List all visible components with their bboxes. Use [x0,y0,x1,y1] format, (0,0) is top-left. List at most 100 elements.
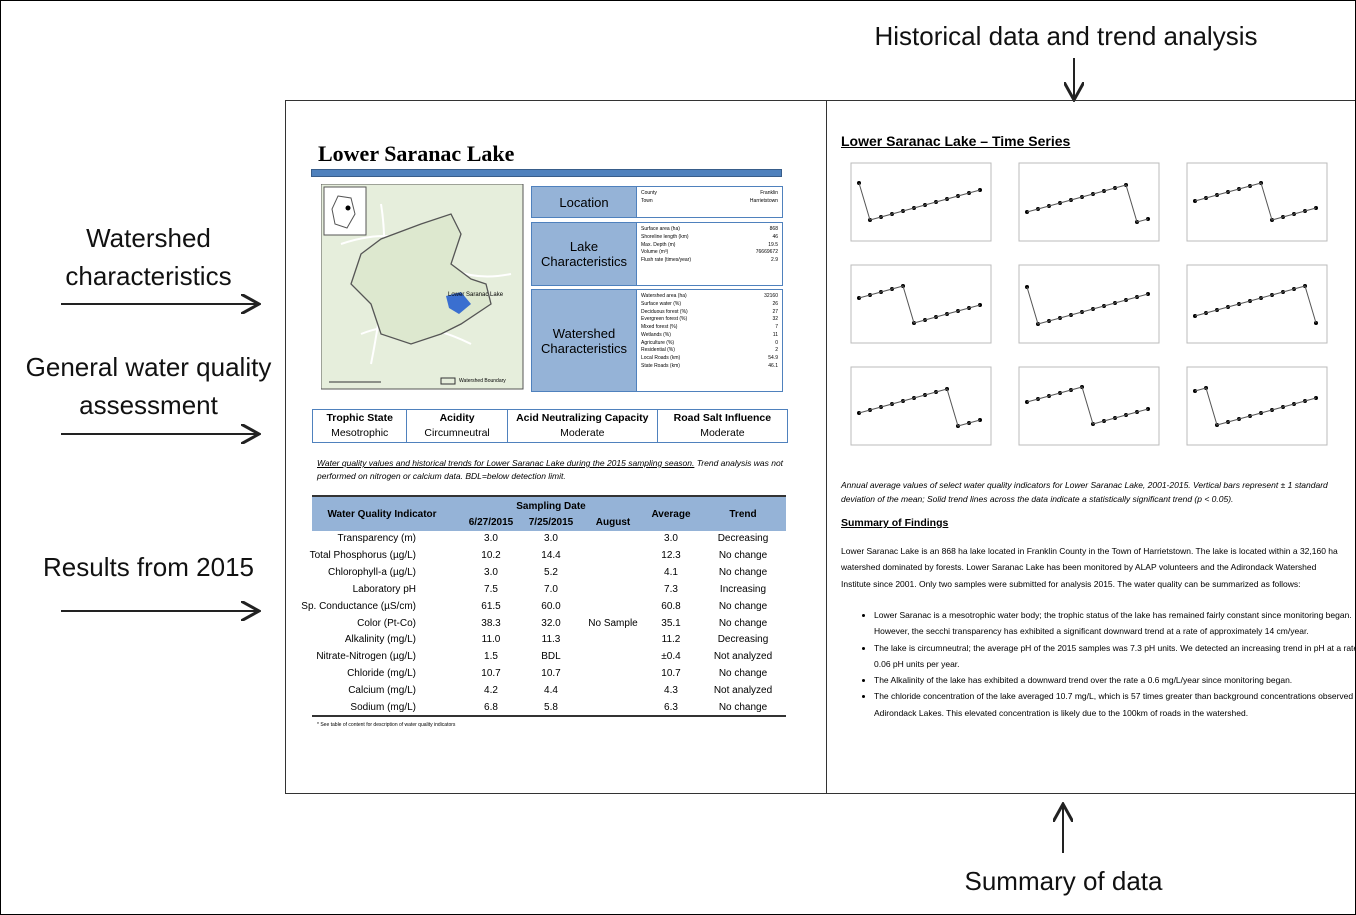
average-value: 60.8 [641,598,701,615]
kv-value: 2.9 [771,257,778,265]
kv-value: 46 [772,234,778,242]
date-header: August [581,514,645,531]
thumbnail-part [1195,388,1316,425]
date-header: 6/27/2015 [459,514,523,531]
sample-value: 10.7 [461,665,521,682]
kv-value: 7 [775,324,778,332]
kv-label: Deciduous forest (%) [641,309,688,317]
thumbnail-part [1187,265,1327,343]
thumbnail-part [1195,183,1316,220]
left-title: Lower Saranac Lake [318,141,514,167]
average-value: 4.3 [641,682,701,699]
trend-value: Decreasing [703,530,783,547]
footnote: * See table of content for description o… [317,722,455,728]
indicator: Total Phosphorus (µg/L) [301,547,416,564]
block-body: Surface area (ha) 868 Shoreline length (km… [637,223,782,285]
figure-caption: Annual average values of select water qu… [841,478,1339,506]
kv-label: Watershed area (ha) [641,293,687,301]
kv-value: 46.1 [768,363,778,371]
sample-value: 3.0 [461,564,521,581]
page-divider [826,101,827,793]
thumbnail-part [851,265,991,343]
indicator: Calcium (mg/L) [301,682,416,699]
sample-value: 32.0 [521,615,581,632]
trend-value: No change [703,615,783,632]
kv-value: 11 [773,332,778,340]
kv-row: Surface water (%)26 [641,301,778,309]
title-bar [311,169,782,177]
sample-value: 11.0 [461,631,521,648]
kv-value: 2 [775,347,778,355]
indicator: Laboratory pH [301,581,416,598]
kv-row: County Franklin [641,190,778,198]
kv-row: State Roads (km)46.1 [641,363,778,371]
date-header: 7/25/2015 [519,514,583,531]
sample-value: 10.7 [521,665,581,682]
kv-value: 0 [775,340,778,348]
indicator: Sp. Conductance (µS/cm) [301,598,416,615]
thumbnail-part [859,286,980,323]
kv-label: Flush rate (times/year) [641,257,691,265]
annotation: Historical data and trend analysis [821,17,1311,55]
caption-text: Water quality values and historical tren… [317,458,694,468]
block-heading: Watershed Characteristics [532,290,637,391]
kv-label: Volume (m³) [641,249,668,257]
column-header: Sampling Date [461,498,641,515]
bullet-list: Lower Saranac is a mesotrophic water bod… [841,607,1356,721]
kv-value: 54.9 [768,355,778,363]
sample-value: 5.8 [521,699,581,716]
sample-value: 61.5 [461,598,521,615]
trend-value: Increasing [703,581,783,598]
column-header: Water Quality Indicator [312,506,452,523]
trend-value: No change [703,665,783,682]
kv-label: County [641,190,657,198]
thumbnail-part [859,183,980,220]
sample-value: 38.3 [461,615,521,632]
assessment-value: Circumneutral [407,426,506,441]
kv-value: Franklin [760,190,778,198]
assessment-cell: Trophic StateMesotrophic [313,410,407,442]
thumbnail-part [1019,265,1159,343]
indicator: Alkalinity (mg/L) [301,631,416,648]
kv-label: Wetlands (%) [641,332,671,340]
assessment-value: Moderate [508,426,657,441]
trend-value: No change [703,699,783,716]
kv-label: Residential (%) [641,347,675,355]
sample-value: 7.0 [521,581,581,598]
kv-label: Shoreline length (km) [641,234,689,242]
kv-value: 27 [772,309,778,317]
sample-value: 60.0 [521,598,581,615]
thumbnail-part [851,367,991,445]
annotation: Results from 2015 [21,548,276,586]
kv-row: Wetlands (%) 11 [641,332,778,340]
kv-label: Surface area (ha) [641,226,680,234]
sample-value: 4.4 [521,682,581,699]
annotation: Summary of data [901,862,1226,900]
kv-value: 19.5 [768,242,778,250]
page: Historical data and trend analysis Water… [0,0,1356,915]
average-value: 3.0 [641,530,701,547]
indicator: Sodium (mg/L) [301,699,416,716]
sample-value: 14.4 [521,547,581,564]
kv-value: 868 [770,226,778,234]
column-header: Average [646,506,696,523]
sample-value: 4.2 [461,682,521,699]
kv-row: Max. Depth (m)19.5 [641,242,778,250]
average-value: 4.1 [641,564,701,581]
average-value: 10.7 [641,665,701,682]
kv-label: Evergreen forest (%) [641,316,687,324]
thumbnail-part [851,163,991,241]
kv-row: Flush rate (times/year) 2.9 [641,257,778,265]
trend-value: No change [703,547,783,564]
time-series-thumbnails [839,159,1349,464]
kv-value: 76669672 [756,249,778,257]
map-label: Lower Saranac Lake [448,292,503,298]
sample-value: 3.0 [461,530,521,547]
kv-value: 32160 [764,293,778,301]
assessment-header: Trophic State [313,410,406,426]
block-heading: Location [532,187,637,217]
kv-row: Deciduous forest (%) 27 [641,309,778,317]
trend-value: Not analyzed [703,682,783,699]
